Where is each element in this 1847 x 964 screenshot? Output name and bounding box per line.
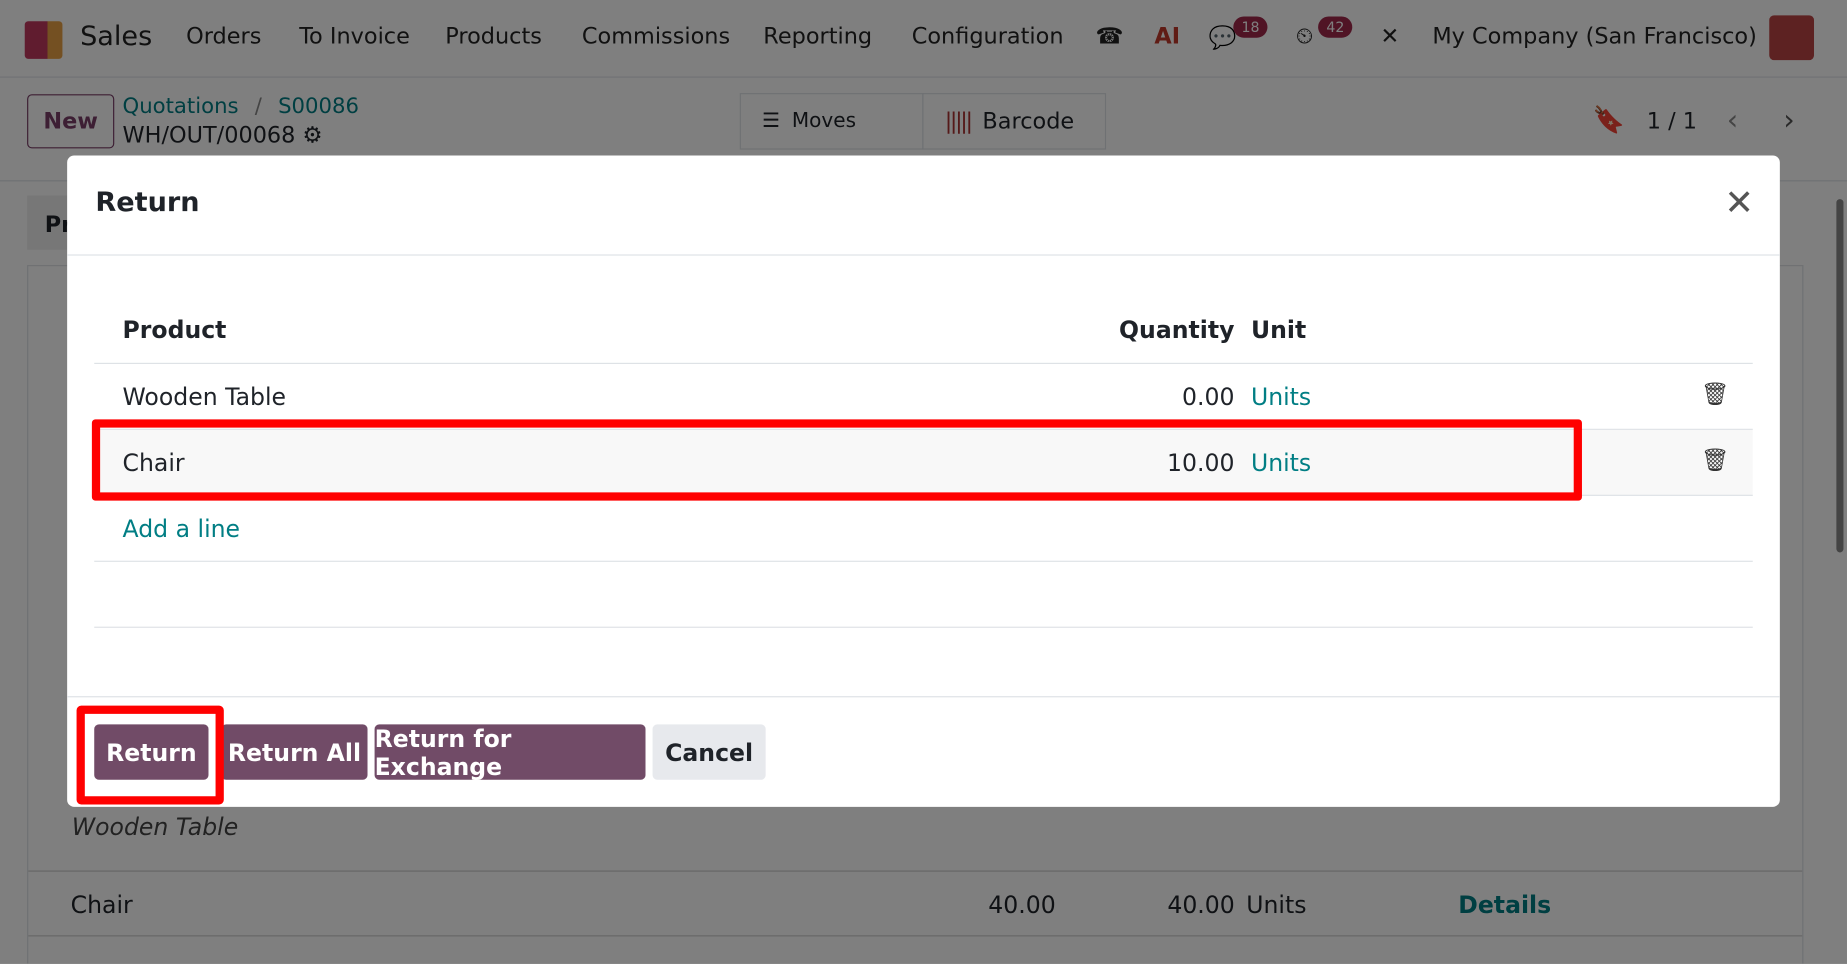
close-icon[interactable]: ✕ [1724,182,1754,224]
row-quantity[interactable]: 10.00 [1167,448,1235,478]
dialog-header: Return ✕ [67,155,1780,256]
row-quantity[interactable]: 0.00 [1182,382,1235,412]
cancel-button[interactable]: Cancel [652,724,766,780]
col-quantity[interactable]: Quantity [1119,315,1235,344]
row-unit[interactable]: Units [1250,448,1312,478]
table-header: Product Quantity Unit [94,297,1753,364]
dialog-title: Return [95,187,200,218]
highlight-chair-row [91,419,1582,501]
highlight-return-button [76,705,224,805]
col-product[interactable]: Product [122,315,227,344]
return-dialog: Return ✕ Product Quantity Unit Wooden Ta… [67,155,1780,807]
row-product[interactable]: Wooden Table [122,382,287,412]
col-unit[interactable]: Unit [1250,315,1307,344]
trash-icon[interactable]: 🗑 [1700,381,1730,408]
scrollbar[interactable] [1833,183,1847,964]
return-for-exchange-button[interactable]: Return for Exchange [374,724,646,780]
empty-row [94,562,1753,628]
row-product[interactable]: Chair [122,448,185,478]
return-all-button[interactable]: Return All [221,724,368,780]
trash-icon[interactable]: 🗑 [1700,447,1730,474]
table-row[interactable]: Wooden Table 0.00 Units 🗑 [94,364,1753,430]
dialog-footer: Return Return All Return for Exchange Ca… [67,696,1780,807]
row-unit[interactable]: Units [1250,382,1312,412]
return-button[interactable]: Return [94,724,209,780]
add-line-row: Add a line [94,496,1753,562]
add-line-link[interactable]: Add a line [122,514,241,544]
